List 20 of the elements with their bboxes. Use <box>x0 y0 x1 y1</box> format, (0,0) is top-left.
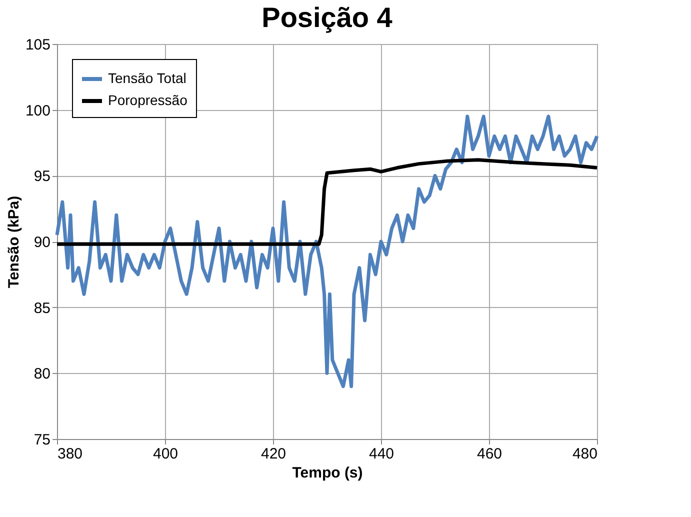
y-tick-label: 105 <box>25 36 50 54</box>
y-tick-label: 80 <box>34 366 50 383</box>
x-tick-label: 420 <box>260 446 286 462</box>
y-tick-label: 90 <box>34 234 50 251</box>
line-series <box>55 158 599 246</box>
y-tick-label: 100 <box>25 102 50 120</box>
x-tick-label: 440 <box>368 446 394 462</box>
line-series <box>55 114 599 388</box>
x-tick-label: 380 <box>58 446 83 462</box>
x-tick-label: 480 <box>572 446 598 462</box>
x-axis-title: Tempo (s) <box>292 464 363 482</box>
y-tick-label: 75 <box>34 432 50 448</box>
y-tick-label: 95 <box>34 168 50 186</box>
x-tick-label: 400 <box>152 446 178 462</box>
y-axis-title: Tensão (kPa) <box>5 196 22 288</box>
chart-title: Posição 4 <box>262 2 393 33</box>
legend-label: Poropressão <box>108 92 188 108</box>
x-tick-label: 460 <box>476 446 502 462</box>
legend-label: Tensão Total <box>108 70 186 86</box>
y-tick-label: 85 <box>34 300 50 317</box>
